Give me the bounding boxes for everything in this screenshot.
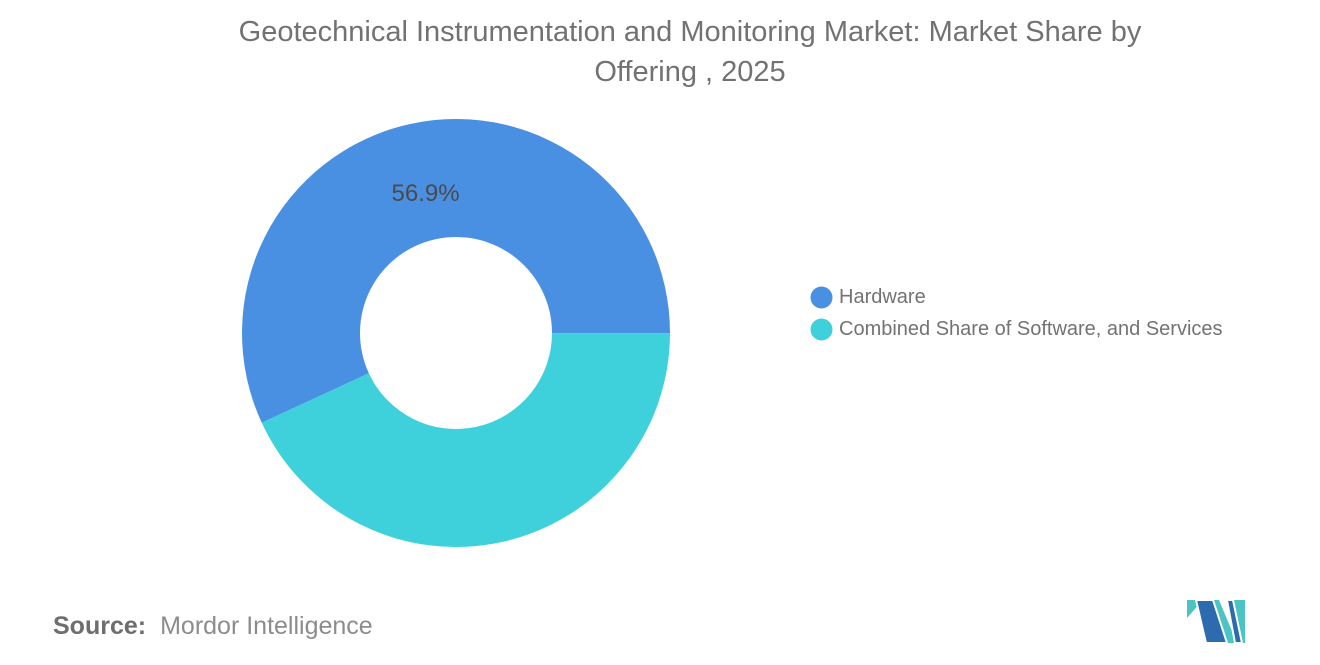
mordor-intelligence-logo bbox=[1187, 599, 1245, 644]
source-prefix: Source: bbox=[53, 612, 147, 640]
chart-title-line1: Geotechnical Instrumentation and Monitor… bbox=[238, 16, 1142, 48]
source-line: Source: Mordor Intelligence bbox=[53, 612, 373, 641]
legend-marker-software-services bbox=[810, 318, 833, 341]
legend-item-hardware[interactable]: Hardware bbox=[810, 286, 1223, 309]
slice-label-hardware: 56.9% bbox=[391, 180, 460, 208]
chart-title: Geotechnical Instrumentation and Monitor… bbox=[0, 12, 1320, 92]
chart-title-line2: Offering , 2025 bbox=[594, 56, 786, 88]
pie-slice-0[interactable] bbox=[242, 119, 670, 423]
legend-label-software-services: Combined Share of Software, and Services bbox=[839, 318, 1223, 340]
source-text: Mordor Intelligence bbox=[160, 612, 373, 640]
legend: Hardware Combined Share of Software, and… bbox=[810, 286, 1223, 341]
legend-item-software-services[interactable]: Combined Share of Software, and Services bbox=[810, 318, 1223, 341]
donut-chart[interactable] bbox=[242, 119, 670, 547]
pie-slice-1[interactable] bbox=[261, 333, 670, 547]
legend-label-hardware: Hardware bbox=[839, 286, 926, 308]
legend-marker-hardware bbox=[810, 286, 833, 309]
